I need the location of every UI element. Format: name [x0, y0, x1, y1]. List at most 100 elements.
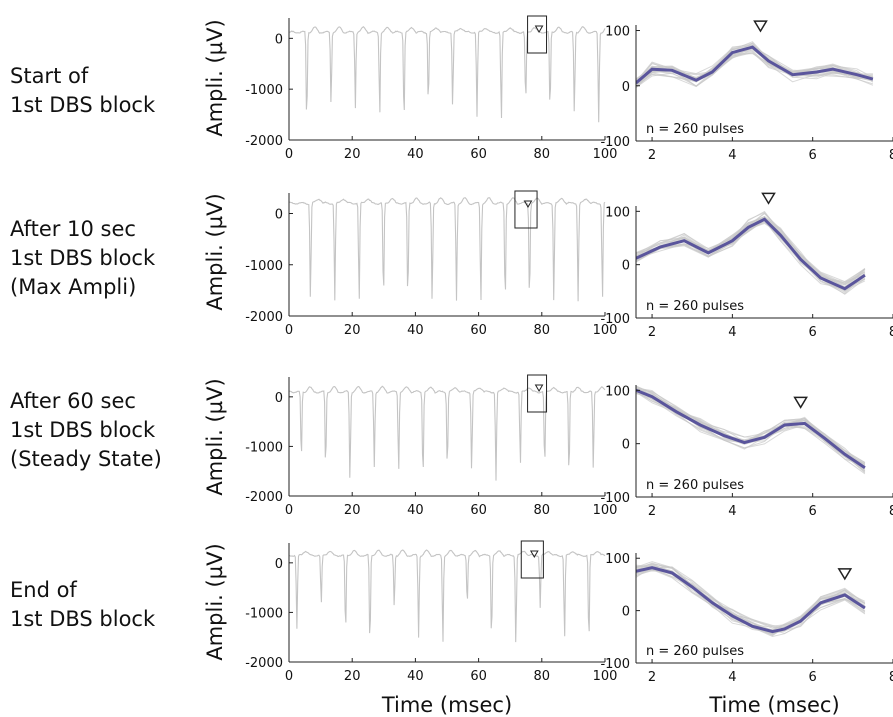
x-tick-label: 4 — [728, 325, 736, 340]
y-tick-label: 0 — [275, 391, 283, 406]
y-tick-label: 0 — [622, 259, 630, 274]
x-tick-label: 40 — [407, 323, 424, 338]
y-tick-label: -1000 — [245, 259, 283, 274]
peak-marker-triangle — [793, 396, 808, 409]
x-tick-label: 20 — [344, 147, 361, 162]
row-label-line: 1st DBS block — [10, 418, 156, 442]
row-label-line: Start of — [10, 64, 89, 88]
x-tick-label: 40 — [407, 147, 424, 162]
peak-marker-triangle — [753, 20, 768, 33]
pulse-plot-area — [636, 210, 866, 295]
x-tick-label: 80 — [534, 503, 551, 518]
single-pulse-line — [636, 44, 874, 83]
single-pulse-line — [636, 388, 866, 466]
pulse-plot-area — [636, 385, 866, 475]
selection-box — [520, 540, 544, 579]
y-tick-label: -100 — [600, 312, 630, 327]
x-tick-label: 6 — [809, 325, 817, 340]
pulse-count-annotation: n = 260 pulses — [646, 644, 744, 659]
single-pulse-line — [636, 219, 866, 292]
marker-triangle — [534, 384, 544, 392]
x-tick-label: 100 — [593, 503, 618, 518]
y-tick-label: -2000 — [245, 656, 283, 671]
single-pulse-line — [636, 386, 866, 470]
mean-pulse-line — [636, 566, 866, 634]
row-label-line: (Max Ampli) — [10, 275, 137, 299]
x-tick-label: 0 — [285, 147, 293, 162]
pulse-train-line — [289, 385, 606, 481]
x-tick-label: 100 — [593, 669, 618, 684]
selection-box — [527, 15, 548, 54]
single-pulse-line — [636, 389, 866, 464]
row-label-line: After 10 sec — [10, 217, 136, 241]
single-pulse-line — [636, 211, 866, 288]
marker-triangle — [534, 25, 544, 33]
single-pulse-line — [636, 392, 866, 465]
y-tick-label: -100 — [600, 491, 630, 506]
y-tick-label: 100 — [605, 384, 630, 399]
x-tick-label: 0 — [285, 669, 293, 684]
y-tick-label: -100 — [600, 135, 630, 150]
y-tick-label: -1000 — [245, 83, 283, 98]
single-pulse-line — [636, 42, 873, 87]
single-pulse-line — [636, 216, 866, 286]
x-tick-label: 8 — [889, 325, 893, 340]
x-tick-label: 6 — [809, 148, 817, 163]
y-tick-label: 100 — [605, 205, 630, 220]
pulse-count-annotation: n = 260 pulses — [646, 299, 744, 314]
x-tick-label: 80 — [534, 669, 551, 684]
x-tick-label: 20 — [344, 323, 361, 338]
single-pulse-line — [636, 389, 866, 467]
x-tick-label: 6 — [809, 504, 817, 519]
pulse-count-annotation: n = 260 pulses — [646, 478, 744, 493]
single-pulse-line — [636, 385, 866, 466]
x-tick-label: 6 — [809, 670, 817, 685]
y-tick-label: -1000 — [245, 440, 283, 455]
x-tick-label: 2 — [648, 148, 656, 163]
row-label-line: After 60 sec — [10, 389, 136, 413]
y-tick-label: 0 — [275, 208, 283, 223]
pulse-train-line — [288, 549, 606, 643]
single-pulse-line — [636, 385, 866, 469]
x-tick-label: 8 — [889, 670, 893, 685]
mean-pulse-line — [636, 217, 866, 291]
single-pulse-line — [636, 387, 866, 464]
row-label-3: End of 1st DBS block — [10, 576, 155, 634]
x-tick-label: 60 — [470, 147, 487, 162]
single-pulse-line — [636, 392, 866, 467]
peak-marker-triangle — [837, 568, 853, 581]
x-tick-label: 2 — [648, 670, 656, 685]
y-tick-label: -2000 — [245, 310, 283, 325]
pulse-count-annotation: n = 260 pulses — [646, 122, 744, 137]
row-label-1: After 10 sec 1st DBS block (Max Ampli) — [10, 215, 155, 302]
pulse-train-line — [288, 25, 606, 123]
x-tick-label: 100 — [593, 323, 618, 338]
x-tick-label: 2 — [648, 504, 656, 519]
y-tick-label: 0 — [622, 80, 630, 95]
pulse-train-line — [288, 197, 606, 302]
single-pulse-line — [636, 388, 866, 471]
y-tick-label: 0 — [275, 32, 283, 47]
y-axis-label: Ampli. (µV) — [203, 378, 227, 495]
x-axis-label: Time (msec) — [381, 693, 512, 717]
pulse-plot-area — [636, 561, 866, 638]
x-tick-label: 0 — [285, 323, 293, 338]
marker-triangle — [529, 550, 539, 558]
x-tick-label: 8 — [889, 504, 893, 519]
single-pulse-line — [636, 387, 866, 469]
y-tick-label: 0 — [275, 557, 283, 572]
x-axis-label: Time (msec) — [708, 693, 839, 717]
x-tick-label: 4 — [728, 670, 736, 685]
row-label-2: After 60 sec 1st DBS block (Steady State… — [10, 387, 162, 474]
mean-pulse-line — [636, 388, 866, 469]
single-pulse-line — [636, 386, 866, 468]
single-pulse-line — [636, 388, 866, 463]
selection-box — [527, 374, 548, 413]
row-label-line: (Steady State) — [10, 447, 162, 471]
x-tick-label: 8 — [889, 148, 893, 163]
y-tick-label: 100 — [605, 25, 630, 40]
x-tick-label: 60 — [470, 503, 487, 518]
single-pulse-line — [636, 388, 866, 465]
